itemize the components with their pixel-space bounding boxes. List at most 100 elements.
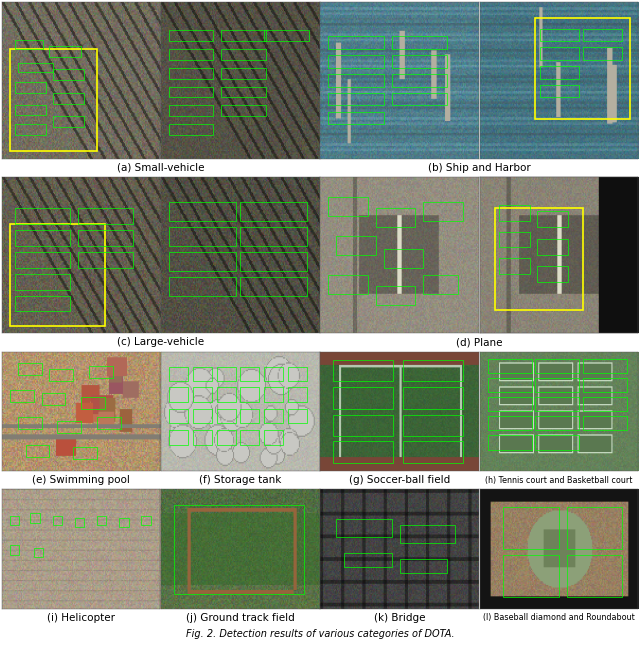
Bar [567,507,622,549]
Bar [169,202,236,221]
Text: (f) Storage tank: (f) Storage tank [199,475,282,485]
Text: Fig. 2. Detection results of various categories of DOTA.: Fig. 2. Detection results of various cat… [186,630,454,639]
Bar [488,435,532,450]
Bar [488,416,532,430]
Bar [169,124,214,135]
Bar [582,47,622,60]
Text: (l) Baseball diamond and Roundabout: (l) Baseball diamond and Roundabout [483,613,635,622]
Bar [89,366,113,378]
Bar [52,116,84,127]
Bar [52,69,84,80]
Bar [169,49,214,60]
Bar [424,275,458,294]
Bar [333,388,394,409]
Bar [264,430,283,445]
Bar [221,49,266,60]
Bar [336,519,392,537]
Bar [174,505,304,595]
Bar [31,513,40,522]
Bar [10,390,34,402]
Text: (d) Plane: (d) Plane [456,337,502,348]
Bar [582,359,627,373]
Bar [535,397,579,412]
Bar [504,507,559,549]
Bar [81,397,105,409]
Bar [241,227,307,246]
Bar [49,370,73,381]
Bar [288,367,307,381]
Bar [58,421,81,433]
Bar [333,441,394,462]
Bar [15,296,70,312]
Bar [10,515,19,525]
Bar [403,415,463,437]
Bar [403,360,463,381]
Bar [193,388,212,402]
Bar [141,515,151,525]
Bar [216,430,236,445]
Bar [488,378,532,392]
Bar [403,388,463,409]
Bar [42,393,65,405]
Bar [78,252,133,268]
Bar [288,409,307,423]
Bar [10,49,97,151]
Bar [333,360,394,381]
Bar [328,93,384,105]
Bar [328,74,384,86]
Bar [193,409,212,423]
Bar [537,266,568,282]
Bar [499,232,531,247]
Bar [49,46,81,57]
Bar [18,417,42,430]
Bar [399,525,455,543]
Bar [241,367,259,381]
Bar [15,208,70,224]
Bar [392,93,447,105]
Bar [328,36,384,49]
Bar [193,430,212,445]
Bar [78,230,133,246]
Bar [169,105,214,116]
Bar [97,417,121,430]
Bar [288,388,307,402]
Bar [540,28,579,41]
Text: (c) Large-vehicle: (c) Large-vehicle [117,337,204,348]
Text: (e) Swimming pool: (e) Swimming pool [32,475,130,485]
Bar [488,359,532,373]
Bar [537,211,568,227]
Bar [344,553,392,567]
Bar [169,277,236,296]
Text: (b) Ship and Harbor: (b) Ship and Harbor [428,163,531,173]
Bar [567,555,622,597]
Bar [399,559,447,573]
Bar [15,230,70,246]
Bar [169,86,214,97]
Bar [193,367,212,381]
Text: (a) Small-vehicle: (a) Small-vehicle [117,163,205,173]
Text: (g) Soccer-ball field: (g) Soccer-ball field [349,475,451,485]
Text: (h) Tennis court and Basketball court: (h) Tennis court and Basketball court [485,475,632,484]
Bar [216,388,236,402]
Bar [499,205,531,221]
Bar [10,546,19,555]
Bar [15,252,70,268]
Bar [582,378,627,392]
Bar [15,124,46,135]
Bar [328,112,384,124]
Bar [216,367,236,381]
Bar [241,277,307,296]
Bar [169,388,188,402]
Bar [495,208,582,310]
Bar [78,208,133,224]
Bar [15,274,70,290]
Bar [540,66,579,79]
Bar [169,252,236,271]
Bar [73,447,97,459]
Bar [384,249,424,268]
Bar [264,388,283,402]
Bar [264,409,283,423]
Bar [241,409,259,423]
Text: (i) Helicopter: (i) Helicopter [47,613,115,623]
Bar [582,28,622,41]
